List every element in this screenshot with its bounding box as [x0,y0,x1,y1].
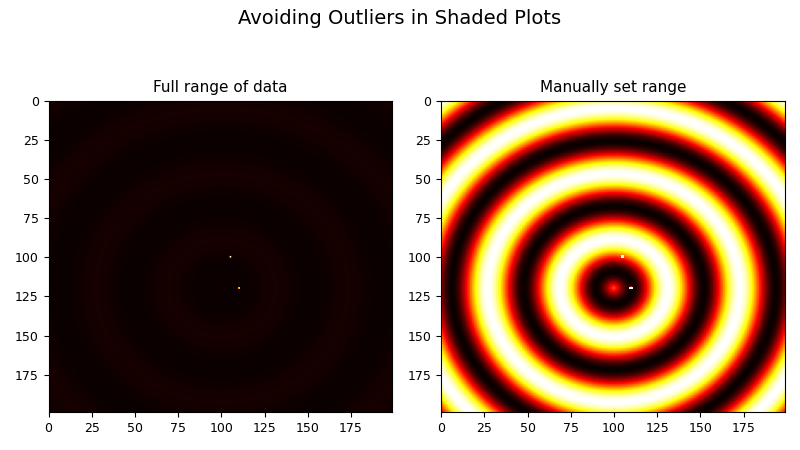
Text: Avoiding Outliers in Shaded Plots: Avoiding Outliers in Shaded Plots [238,9,562,28]
Title: Full range of data: Full range of data [154,81,288,95]
Title: Manually set range: Manually set range [540,81,686,95]
